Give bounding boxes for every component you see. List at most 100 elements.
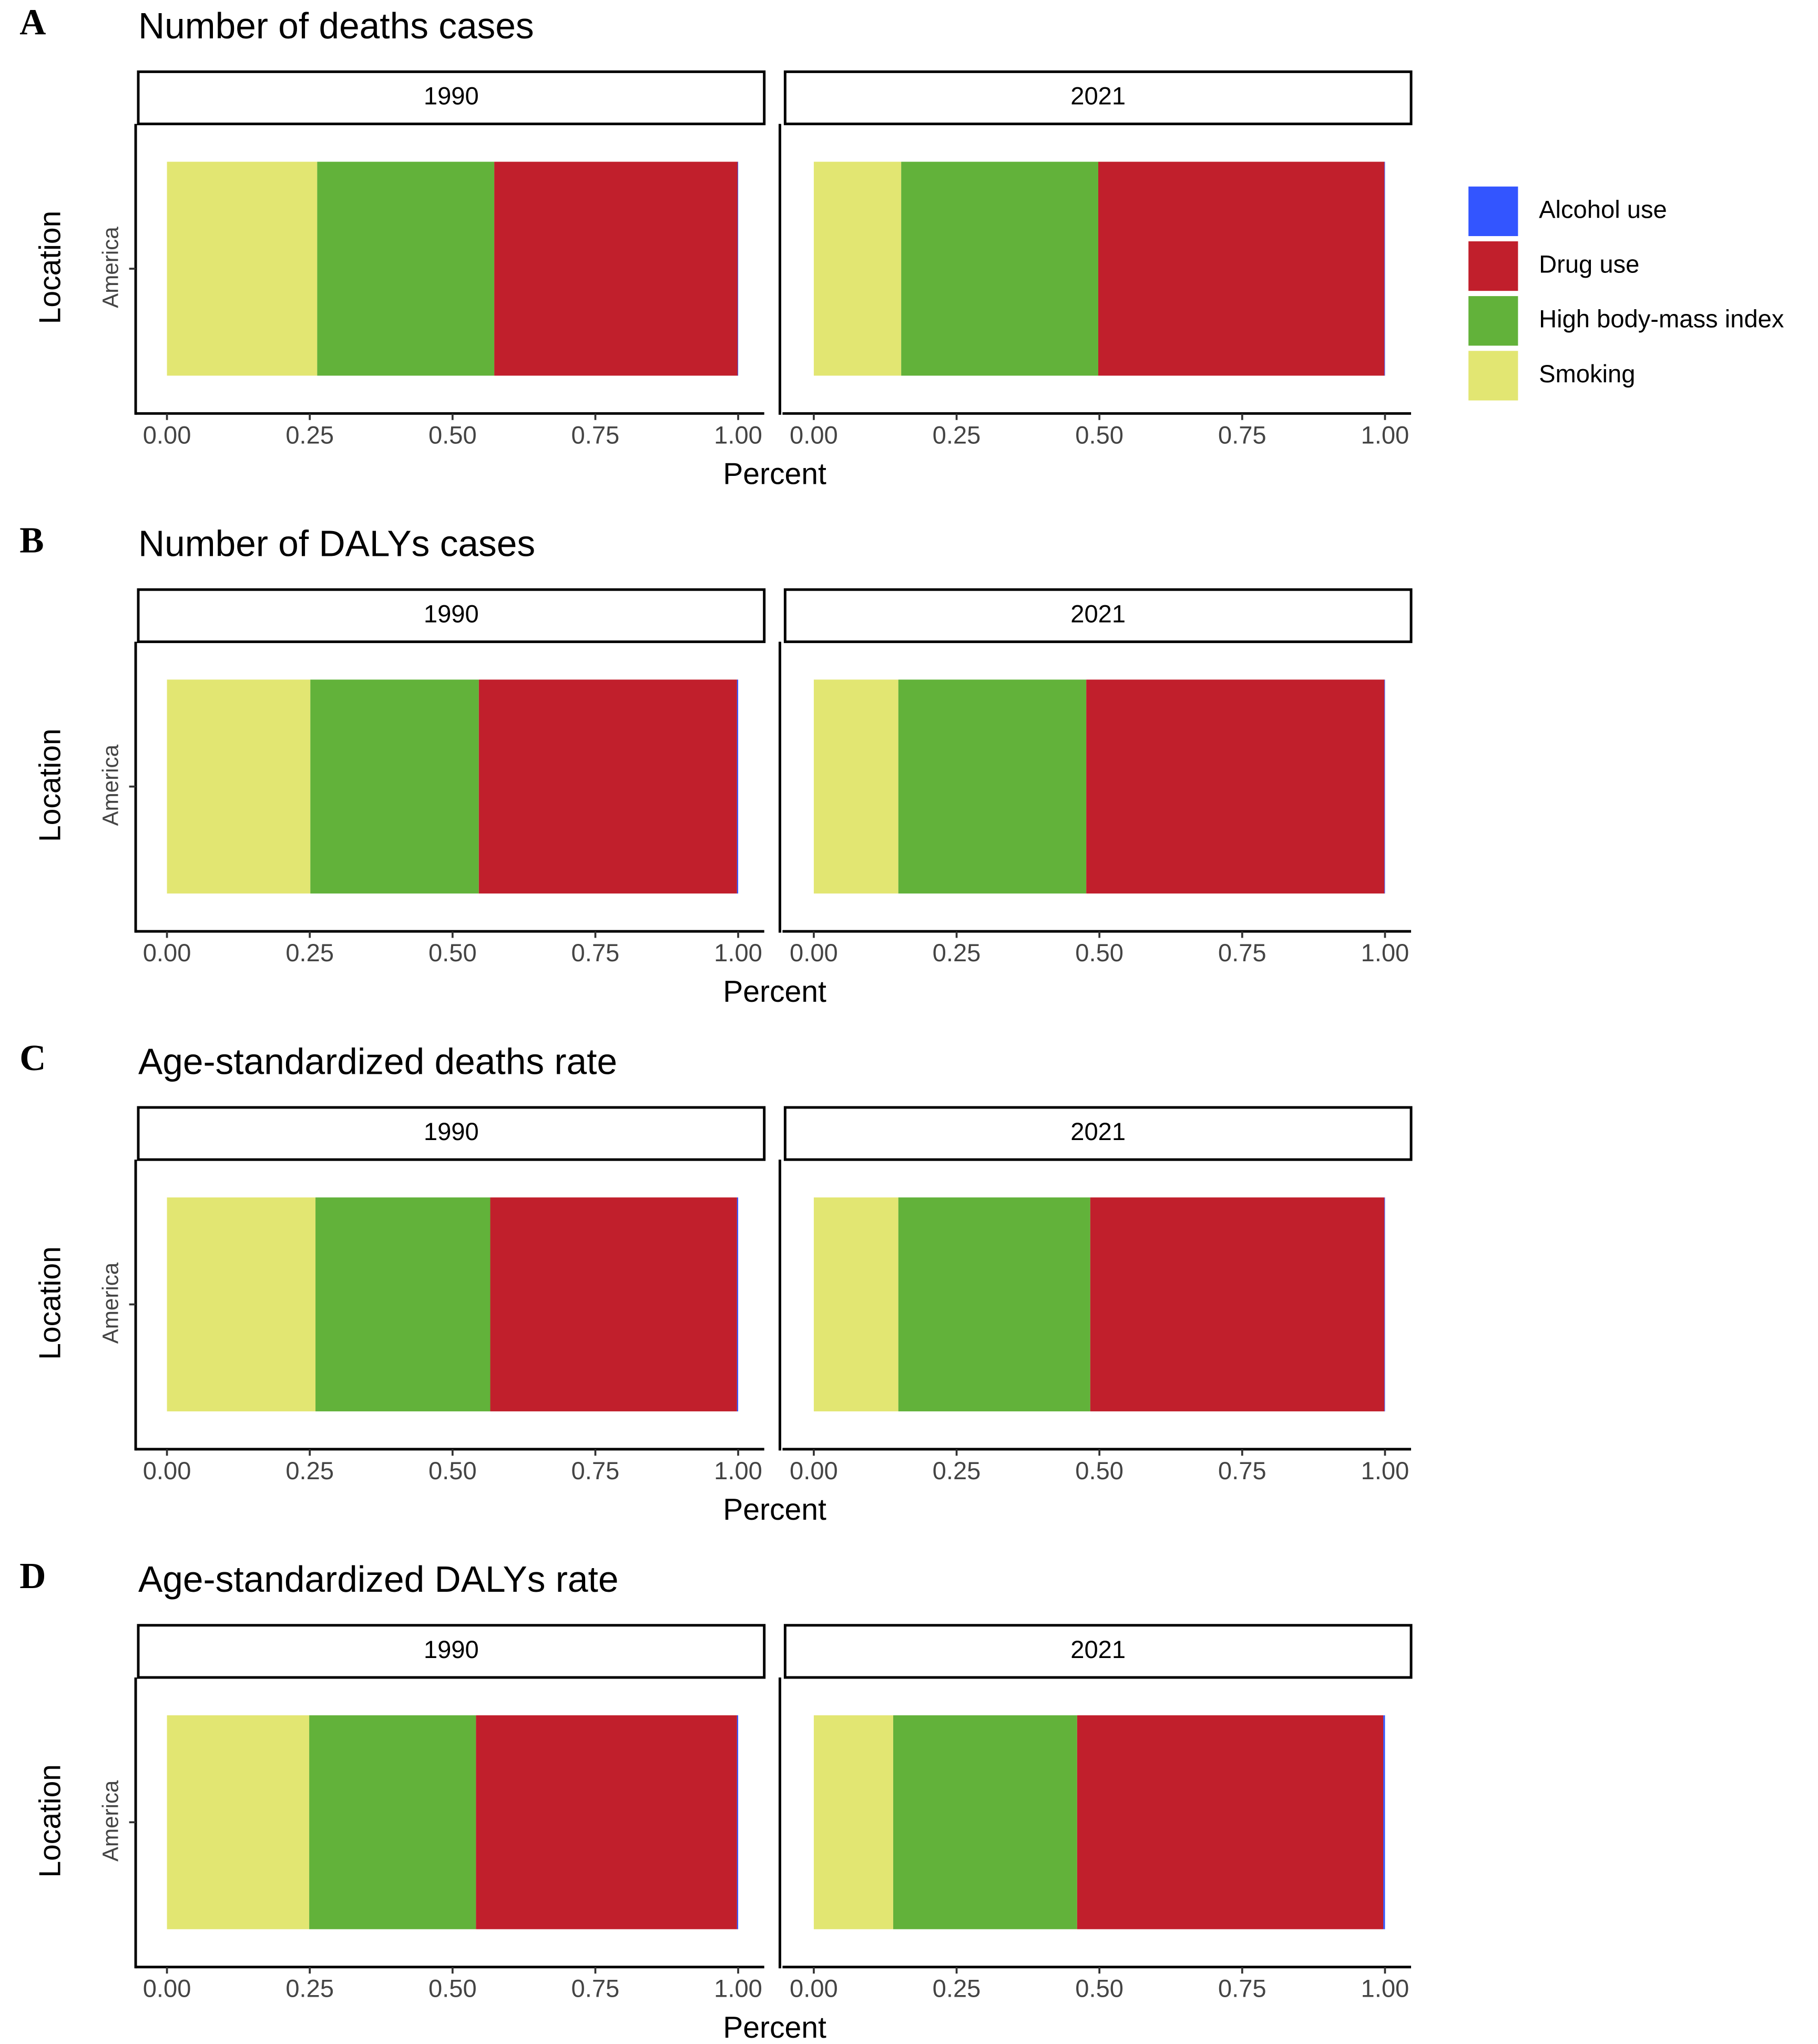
facet-strip (783, 1106, 1413, 1161)
x-tick-label: 0.75 (1218, 939, 1267, 967)
x-tick-label: 0.50 (1075, 1457, 1124, 1484)
panel: C Age-standardized deaths rate Location Per… (19, 1038, 1413, 1527)
x-tick-label: 0.25 (933, 1457, 981, 1484)
facet-strip (783, 1624, 1413, 1679)
bar-segment (494, 161, 738, 376)
x-tick-label: 0.25 (285, 1457, 334, 1484)
category-label: America (98, 1780, 123, 1862)
bar-segment (813, 679, 898, 894)
chart-title: Age-standardized DALYs rate (138, 1559, 618, 1600)
legend-label: Drug use (1539, 250, 1639, 278)
bar-segment (737, 1197, 739, 1411)
category-label: America (98, 227, 123, 308)
facet-label: 2021 (1070, 1117, 1126, 1145)
x-tick-label: 0.25 (285, 1975, 334, 2002)
x-tick-label: 0.00 (790, 939, 838, 967)
x-tick-label: 0.75 (1218, 1975, 1267, 2002)
facet-strip (137, 588, 766, 643)
x-tick-label: 0.75 (1218, 1457, 1267, 1484)
y-axis-label: Location (33, 1246, 67, 1360)
x-tick-label: 0.75 (1218, 421, 1267, 449)
category-label: America (98, 744, 123, 826)
bar-segment (1090, 1197, 1385, 1411)
facet-label: 1990 (424, 1117, 479, 1145)
legend-key (1468, 241, 1518, 291)
bar-segment (813, 1715, 893, 1929)
x-tick-label: 1.00 (714, 1457, 762, 1484)
facet-label: 1990 (424, 1635, 479, 1663)
facet-label: 1990 (424, 82, 479, 109)
x-tick-label: 0.25 (285, 421, 334, 449)
panel: D Age-standardized DALYs rate Location Perc… (19, 1556, 1413, 2044)
bar-segment (167, 1197, 316, 1411)
bar-segment (898, 679, 1087, 894)
panel-label: C (19, 1038, 46, 1079)
x-tick-label: 0.25 (933, 421, 981, 449)
x-tick-label: 1.00 (1361, 1457, 1410, 1484)
bar-segment (310, 679, 479, 894)
x-tick-label: 0.50 (428, 1457, 477, 1484)
x-axis-label: Percent (723, 457, 826, 491)
bar-segment (1384, 161, 1385, 376)
bar-segment (167, 161, 318, 376)
facet-strip (783, 70, 1413, 126)
category-label: America (98, 1262, 123, 1344)
x-axis-label: Percent (723, 2011, 826, 2044)
facet-strip (783, 588, 1413, 643)
x-tick-label: 0.25 (285, 939, 334, 967)
bar-segment (1384, 679, 1385, 894)
legend-label: High body-mass index (1539, 305, 1784, 333)
x-tick-label: 0.00 (790, 1457, 838, 1484)
x-tick-label: 0.50 (428, 1975, 477, 2002)
bar-segment (813, 161, 902, 376)
facet-label: 2021 (1070, 599, 1126, 627)
panel: A Number of deaths cases Location Percent 19… (19, 3, 1413, 491)
y-axis-label: Location (33, 211, 67, 324)
bar-segment (901, 161, 1098, 376)
x-tick-label: 0.00 (790, 421, 838, 449)
x-tick-label: 0.75 (571, 939, 620, 967)
bar-segment (315, 1197, 491, 1411)
panel-label: A (19, 3, 46, 43)
x-tick-label: 0.50 (428, 939, 477, 967)
panel-label: B (19, 520, 44, 561)
bar-segment (898, 1197, 1090, 1411)
x-tick-label: 1.00 (714, 421, 762, 449)
x-axis-label: Percent (723, 975, 826, 1009)
legend-key (1468, 296, 1518, 346)
bar-segment (1383, 1715, 1385, 1929)
legend-label: Alcohol use (1539, 195, 1667, 223)
facet-strip (137, 1624, 766, 1679)
legend-label: Smoking (1539, 360, 1635, 388)
legend-key (1468, 186, 1518, 236)
x-tick-label: 0.50 (1075, 1975, 1124, 2002)
bar-segment (167, 1715, 310, 1929)
facet-label: 2021 (1070, 1635, 1126, 1663)
bar-segment (167, 679, 311, 894)
facet-strip (137, 70, 766, 126)
x-tick-label: 0.50 (1075, 939, 1124, 967)
panel: B Number of DALYs cases Location Percent 199… (19, 520, 1413, 1009)
bar-segment (1077, 1715, 1384, 1929)
x-tick-label: 0.00 (143, 939, 191, 967)
x-axis-label: Percent (723, 1493, 826, 1527)
bar-segment (813, 1197, 898, 1411)
x-tick-label: 0.25 (933, 939, 981, 967)
bar-segment (737, 679, 739, 894)
x-tick-label: 0.00 (790, 1975, 838, 2002)
x-tick-label: 1.00 (1361, 1975, 1410, 2002)
bar-segment (478, 679, 737, 894)
legend-key (1468, 351, 1518, 401)
x-tick-label: 0.00 (143, 1457, 191, 1484)
bar-segment (309, 1715, 476, 1929)
x-tick-label: 0.00 (143, 421, 191, 449)
x-tick-label: 0.50 (1075, 421, 1124, 449)
x-tick-label: 0.00 (143, 1975, 191, 2002)
bar-segment (1384, 1197, 1385, 1411)
y-axis-label: Location (33, 1764, 67, 1878)
bar-segment (1098, 161, 1385, 376)
panel-label: D (19, 1556, 46, 1596)
x-tick-label: 0.25 (933, 1975, 981, 2002)
x-tick-label: 1.00 (714, 1975, 762, 2002)
